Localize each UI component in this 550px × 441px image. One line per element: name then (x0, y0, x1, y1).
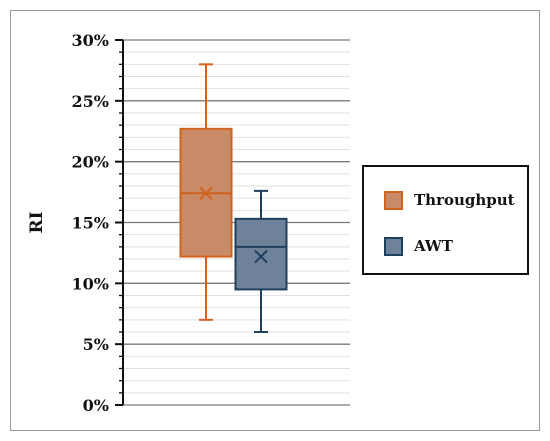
chart-legend: Throughput AWT (362, 165, 529, 275)
legend-label-throughput: Throughput (414, 191, 515, 209)
y-tick-label: 15% (72, 214, 109, 233)
y-axis-title: RI (27, 211, 47, 233)
box-awt (234, 189, 288, 333)
y-tick-label: 10% (72, 274, 109, 293)
y-tick-label: 20% (72, 153, 109, 172)
legend-item-awt: AWT (384, 235, 453, 257)
y-tick-label: 0% (83, 396, 109, 415)
y-tick-label: 30% (72, 31, 109, 50)
box-throughput (179, 63, 233, 321)
y-tick-label: 5% (83, 335, 109, 354)
iqr-box-awt (234, 217, 288, 291)
mean-marker-throughput (199, 186, 213, 201)
legend-label-awt: AWT (414, 237, 453, 255)
y-tick-label: 25% (72, 92, 109, 111)
legend-swatch-throughput (384, 190, 403, 210)
legend-swatch-awt (384, 236, 403, 256)
legend-item-throughput: Throughput (384, 189, 515, 211)
mean-marker-awt (254, 249, 268, 264)
